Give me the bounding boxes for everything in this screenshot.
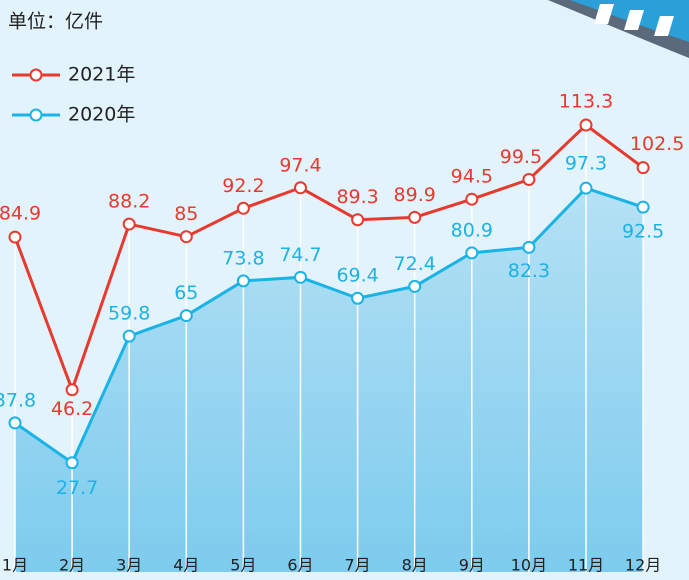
point	[238, 203, 249, 214]
point	[466, 247, 477, 258]
point	[124, 331, 135, 342]
x-tick-label: 6月	[287, 556, 313, 575]
data-label: 88.2	[108, 191, 150, 213]
point	[67, 457, 78, 468]
point	[295, 272, 306, 283]
point	[10, 232, 21, 243]
x-tick-label: 8月	[402, 556, 428, 575]
point	[295, 182, 306, 193]
data-label: 97.4	[279, 154, 321, 176]
data-label: 27.7	[56, 477, 98, 499]
data-label: 97.3	[565, 153, 607, 175]
data-label: 89.3	[336, 186, 378, 208]
x-tick-label: 7月	[345, 556, 371, 575]
point	[638, 202, 649, 213]
data-label: 102.5	[630, 133, 684, 155]
x-tick-label: 10月	[511, 556, 547, 575]
point	[523, 174, 534, 185]
point	[124, 219, 135, 230]
decoration	[548, 0, 689, 58]
legend-marker	[31, 110, 42, 121]
data-label: 94.5	[451, 166, 493, 188]
x-tick-label: 11月	[568, 556, 604, 575]
point	[352, 293, 363, 304]
point	[638, 162, 649, 173]
data-label: 113.3	[559, 91, 613, 113]
data-label: 92.2	[222, 175, 264, 197]
point	[409, 281, 420, 292]
point	[67, 384, 78, 395]
data-label: 73.8	[222, 247, 264, 269]
point	[581, 183, 592, 194]
point	[10, 417, 21, 428]
x-tick-label: 9月	[459, 556, 485, 575]
legend-marker	[31, 70, 42, 81]
data-label: 65	[174, 282, 198, 304]
x-tick-label: 4月	[173, 556, 199, 575]
data-label: 89.9	[394, 184, 436, 206]
data-label: 99.5	[500, 146, 542, 168]
data-label: 80.9	[451, 219, 493, 241]
data-label: 82.3	[508, 260, 550, 282]
data-label: 85	[174, 203, 198, 225]
x-tick-label: 3月	[116, 556, 142, 575]
data-label: 84.9	[0, 203, 41, 225]
point	[466, 194, 477, 205]
data-label: 59.8	[108, 303, 150, 325]
x-tick-label: 1月	[2, 556, 28, 575]
data-label: 69.4	[336, 265, 378, 287]
x-tick-label: 5月	[230, 556, 256, 575]
point	[409, 212, 420, 223]
data-label: 74.7	[279, 244, 321, 266]
point	[181, 310, 192, 321]
point	[181, 231, 192, 242]
point	[238, 275, 249, 286]
unit-label: 单位：亿件	[8, 11, 103, 33]
chart: 单位：亿件 1月 2月 3月 4月 5月 6月 7月 8月 9月 10月 11月 12月 84.9 46.…	[0, 0, 689, 580]
point	[581, 120, 592, 131]
x-tick-label: 12月	[625, 556, 661, 575]
legend-label: 2020年	[68, 104, 135, 126]
data-label: 37.8	[0, 389, 36, 411]
point	[523, 242, 534, 253]
legend-label: 2021年	[68, 64, 135, 86]
data-label: 92.5	[622, 221, 664, 243]
data-label: 72.4	[394, 253, 436, 275]
data-label: 46.2	[51, 398, 93, 420]
point	[352, 214, 363, 225]
x-tick-label: 2月	[59, 556, 85, 575]
